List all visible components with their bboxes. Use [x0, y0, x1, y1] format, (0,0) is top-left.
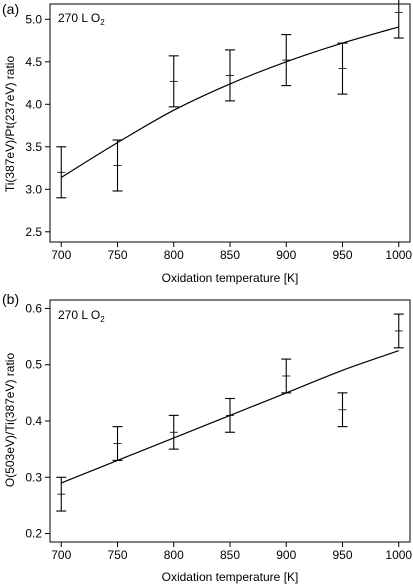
annotation-a-subscript: 2 — [100, 18, 105, 27]
annotation-b-main: 270 L O — [58, 308, 100, 322]
y-tick-label-a: 4.5 — [25, 55, 42, 69]
x-axis-label-a: Oxidation temperature [K] — [162, 271, 299, 285]
data-point-b — [281, 358, 292, 394]
x-tick-label-a: 700 — [51, 248, 71, 262]
x-tick-label-b: 900 — [276, 548, 296, 562]
data-point-b — [337, 392, 348, 428]
annotation-b: 270 L O2 — [58, 308, 105, 324]
y-tick-label-a: 5.0 — [25, 12, 42, 26]
data-point-a — [112, 139, 123, 192]
x-tick-label-b: 1000 — [385, 548, 412, 562]
x-tick-label-b: 750 — [107, 548, 127, 562]
x-tick-label-b: 950 — [332, 548, 352, 562]
x-tick-label-a: 850 — [220, 248, 240, 262]
data-point-b — [393, 313, 404, 349]
x-tick-label-a: 800 — [164, 248, 184, 262]
data-point-b — [168, 414, 179, 450]
y-tick-label-a: 3.0 — [25, 182, 42, 196]
y-tick-label-b: 0.3 — [25, 470, 42, 484]
x-tick-label-a: 900 — [276, 248, 296, 262]
data-point-b — [225, 397, 235, 433]
annotation-a-main: 270 L O — [58, 11, 100, 25]
y-tick-label-a: 2.5 — [25, 225, 42, 239]
y-axis-label-a: Ti(387eV)/Pt(237eV) ratio — [3, 56, 17, 193]
data-point-b — [56, 476, 67, 512]
data-point-a — [168, 55, 179, 108]
y-tick-label-a: 3.5 — [25, 140, 42, 154]
data-point-b — [112, 426, 123, 461]
data-point-a — [56, 146, 67, 199]
x-tick-label-b: 850 — [220, 548, 240, 562]
y-tick-label-b: 0.6 — [25, 301, 42, 315]
data-point-a — [337, 42, 348, 95]
x-tick-label-b: 800 — [164, 548, 184, 562]
x-tick-label-b: 700 — [51, 548, 71, 562]
data-point-a — [281, 34, 292, 87]
x-tick-label-a: 1000 — [385, 248, 412, 262]
data-point-a — [393, 0, 404, 39]
panel-a: (a) 270 L O2 Ti(387eV)/Pt(237eV) ratio O… — [2, 0, 412, 285]
y-axis-label-b: O(503eV)/Ti(387eV) ratio — [3, 353, 17, 488]
y-tick-label-b: 0.5 — [25, 358, 42, 372]
y-tick-label-b: 0.4 — [25, 414, 42, 428]
x-tick-label-a: 750 — [107, 248, 127, 262]
annotation-a: 270 L O2 — [58, 11, 105, 27]
x-tick-label-a: 950 — [332, 248, 352, 262]
x-axis-label-b: Oxidation temperature [K] — [162, 570, 299, 584]
panel-b: (b) 270 L O2 O(503eV)/Ti(387eV) ratio Ox… — [2, 291, 412, 584]
y-tick-label-a: 4.0 — [25, 97, 42, 111]
annotation-b-subscript: 2 — [100, 315, 105, 324]
data-point-a — [225, 49, 235, 102]
panel-label-a: (a) — [2, 1, 19, 17]
plot-frame-a — [49, 3, 411, 243]
y-tick-label-b: 0.2 — [25, 527, 42, 541]
panel-label-b: (b) — [2, 291, 19, 307]
